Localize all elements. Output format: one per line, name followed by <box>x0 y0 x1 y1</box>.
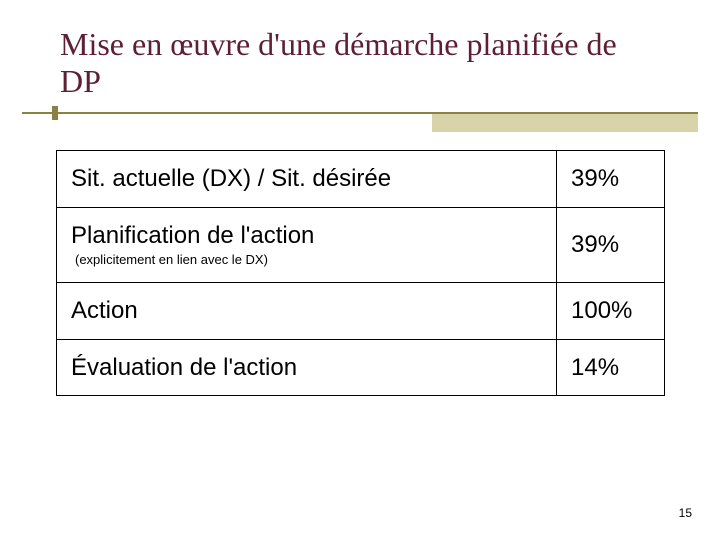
page-number: 15 <box>679 506 692 520</box>
table-row: Sit. actuelle (DX) / Sit. désirée 39% <box>57 151 665 208</box>
row-value: 39% <box>571 165 619 192</box>
table-cell-value: 14% <box>557 339 665 396</box>
data-table: Sit. actuelle (DX) / Sit. désirée 39% Pl… <box>56 150 665 396</box>
table-row: Planification de l'action (explicitement… <box>57 207 665 283</box>
table-row: Évaluation de l'action 14% <box>57 339 665 396</box>
row-label: Planification de l'action <box>71 222 314 249</box>
row-label: Action <box>71 297 138 324</box>
title-rule-tick <box>52 106 58 120</box>
row-subnote: (explicitement en lien avec le DX) <box>71 253 544 268</box>
row-label: Sit. actuelle (DX) / Sit. désirée <box>71 165 391 192</box>
slide-title: Mise en œuvre d'une démarche planifiée d… <box>60 26 660 100</box>
table-cell-value: 39% <box>557 207 665 283</box>
row-value: 39% <box>571 231 619 258</box>
row-value: 14% <box>571 354 619 381</box>
table-cell-value: 100% <box>557 283 665 340</box>
title-rule <box>22 112 698 132</box>
table-cell-label: Planification de l'action (explicitement… <box>57 207 557 283</box>
row-label: Évaluation de l'action <box>71 354 297 381</box>
table-cell-value: 39% <box>557 151 665 208</box>
title-rule-shadow <box>432 114 698 132</box>
table-row: Action 100% <box>57 283 665 340</box>
row-value: 100% <box>571 297 632 324</box>
table-cell-label: Sit. actuelle (DX) / Sit. désirée <box>57 151 557 208</box>
slide: Mise en œuvre d'une démarche planifiée d… <box>0 0 720 540</box>
data-table-wrap: Sit. actuelle (DX) / Sit. désirée 39% Pl… <box>56 150 664 396</box>
table-cell-label: Évaluation de l'action <box>57 339 557 396</box>
table-cell-label: Action <box>57 283 557 340</box>
